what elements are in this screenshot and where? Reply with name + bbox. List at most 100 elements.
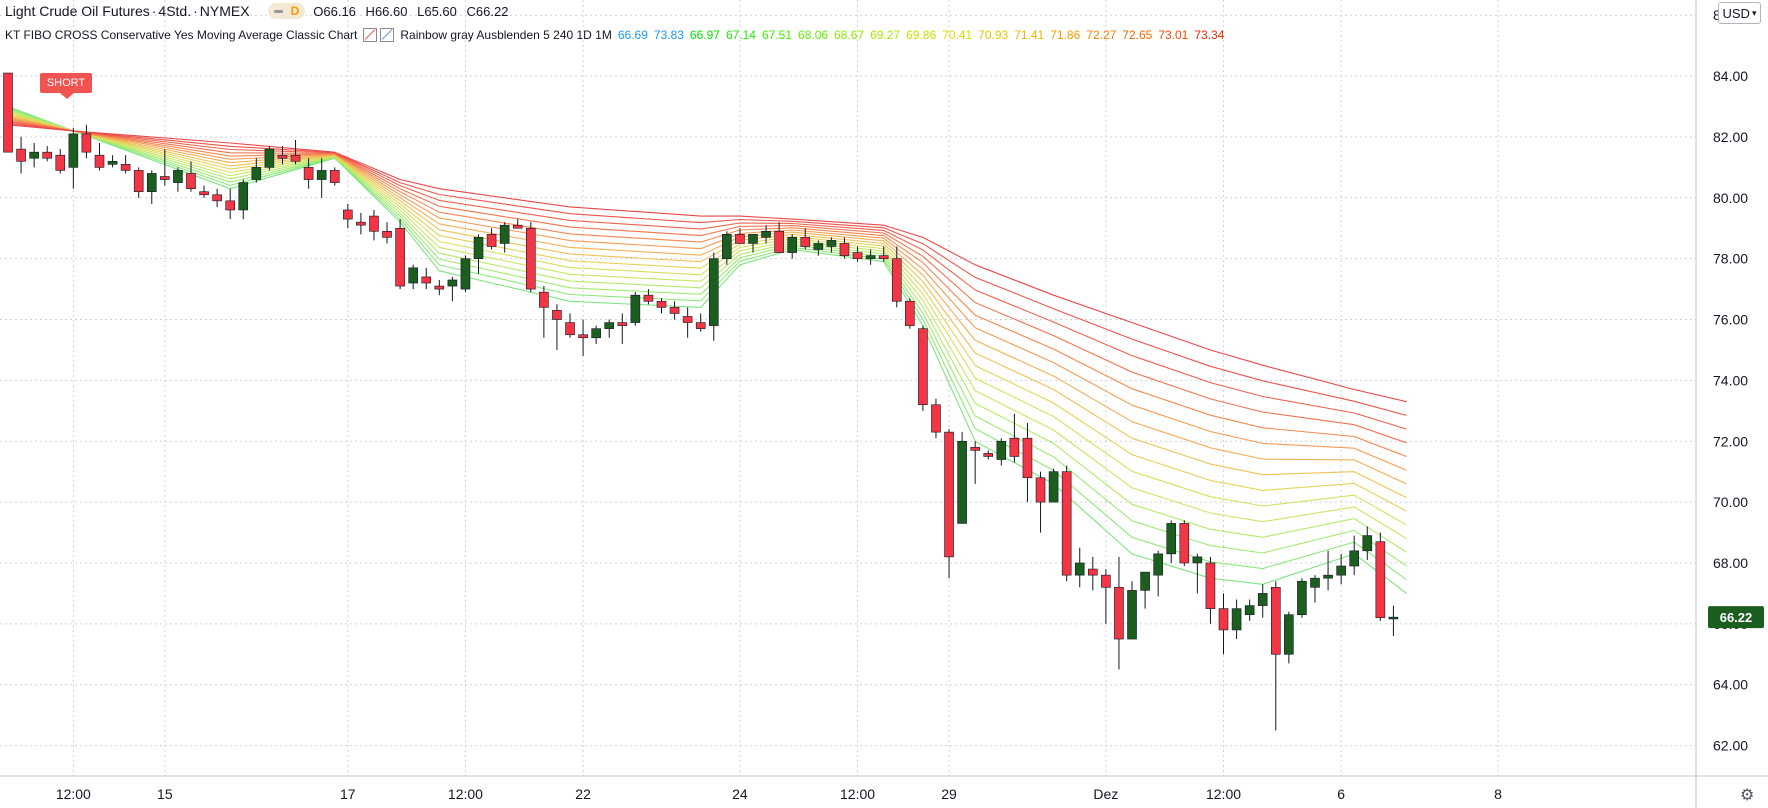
candle-body	[1048, 471, 1059, 503]
candle-body	[604, 322, 615, 329]
candle	[186, 161, 196, 192]
x-tick-label: 6	[1337, 786, 1345, 802]
candle-body	[1323, 574, 1333, 579]
candle	[3, 72, 13, 153]
candle	[1061, 465, 1072, 582]
candle-body	[813, 243, 824, 250]
candle-body	[16, 148, 26, 162]
indicator-name[interactable]: KT FIBO CROSS Conservative Yes Moving Av…	[5, 28, 358, 42]
candle-body	[1192, 556, 1203, 564]
candle-body	[460, 258, 471, 290]
indicator-legend[interactable]: KT FIBO CROSS Conservative Yes Moving Av…	[5, 28, 1230, 42]
x-tick-label: 12:00	[56, 786, 91, 802]
candle	[225, 188, 235, 220]
candle	[604, 319, 615, 338]
candle-body	[1088, 568, 1098, 576]
candle-body	[3, 72, 13, 153]
candle-body	[748, 234, 758, 244]
fill-color-icon	[380, 28, 395, 42]
currency-button[interactable]: USD ▾	[1718, 2, 1761, 24]
chevron-down-icon: ▾	[1751, 7, 1757, 18]
candle-body	[708, 258, 719, 326]
candle-body	[1009, 437, 1020, 457]
candle	[1127, 581, 1137, 640]
candle-body	[1270, 587, 1281, 655]
candle-body	[656, 300, 667, 308]
candle-body	[1231, 608, 1242, 631]
candle-body	[944, 431, 954, 558]
candle	[800, 228, 811, 250]
candle-body	[643, 294, 654, 302]
candle	[329, 167, 340, 186]
candle	[787, 234, 798, 259]
candle	[473, 234, 484, 274]
candle-body	[68, 133, 79, 168]
candle	[460, 255, 471, 293]
candle	[669, 301, 680, 320]
y-tick-label: 82.00	[1713, 129, 1748, 145]
x-tick-label: Dez	[1093, 786, 1118, 802]
candle-body	[264, 148, 275, 168]
candle-body	[800, 237, 811, 247]
candle-body	[525, 227, 536, 290]
candle	[905, 298, 915, 329]
indicator-value: 73.01	[1158, 28, 1189, 42]
candle-body	[1127, 590, 1137, 640]
candle	[617, 313, 628, 344]
candles	[3, 72, 1399, 731]
candle	[1257, 584, 1268, 618]
ribbon-line	[7, 109, 1407, 553]
candle	[1310, 575, 1320, 603]
candle-body	[290, 154, 301, 162]
candle	[1166, 520, 1177, 563]
candle-body	[761, 230, 771, 238]
candle-body	[1375, 541, 1386, 619]
symbol-name[interactable]: Light Crude Oil Futures	[5, 3, 150, 19]
candle-body	[395, 227, 405, 287]
candle	[434, 279, 445, 296]
candle-body	[160, 176, 170, 180]
candle-body	[852, 252, 863, 259]
candle-body	[343, 209, 353, 220]
candle-body	[996, 440, 1007, 460]
candle-body	[918, 328, 928, 406]
candle-body	[499, 224, 510, 244]
ribbon-line	[7, 122, 1407, 416]
candle	[408, 264, 418, 290]
interval-label[interactable]: 4Std.	[158, 3, 192, 19]
candle	[238, 179, 249, 220]
y-axis-labels[interactable]: 62.0064.0066.0068.0070.0072.0074.0076.00…	[1713, 7, 1748, 753]
candle-body	[1153, 553, 1163, 576]
candle	[499, 222, 510, 253]
y-tick-label: 80.00	[1713, 190, 1748, 206]
indicator-value: 70.41	[942, 28, 973, 42]
candle	[878, 246, 889, 262]
candle-body	[186, 173, 196, 189]
candle	[865, 249, 876, 265]
candle	[1048, 468, 1059, 503]
x-axis-labels[interactable]: 12:00 15 17 12:00 22 24 12:00 29 Dez 12:00 6 8	[56, 786, 1502, 802]
gear-icon[interactable]: ⚙	[1740, 787, 1755, 804]
indicator-value: 67.51	[761, 28, 793, 42]
y-tick-label: 68.00	[1713, 555, 1748, 571]
x-tick-label: 12:00	[448, 786, 483, 802]
candle-body	[212, 194, 222, 202]
candle-body	[878, 255, 889, 259]
indicator-value: 72.65	[1122, 28, 1153, 42]
candle-body	[473, 237, 484, 259]
last-price-tag: 66.22	[1708, 606, 1764, 629]
candle	[42, 146, 53, 162]
exchange-label: NYMEX	[199, 3, 250, 19]
market-status-badge[interactable]: D	[267, 3, 306, 19]
candle-body	[408, 267, 418, 284]
candle	[996, 438, 1007, 466]
candle-body	[173, 170, 183, 183]
candle-body	[238, 182, 249, 211]
candle-body	[1284, 614, 1294, 655]
candle	[277, 146, 288, 165]
candle	[1231, 599, 1242, 640]
candle-body	[970, 447, 980, 451]
candle-body	[81, 133, 92, 153]
candle-body	[277, 154, 288, 159]
